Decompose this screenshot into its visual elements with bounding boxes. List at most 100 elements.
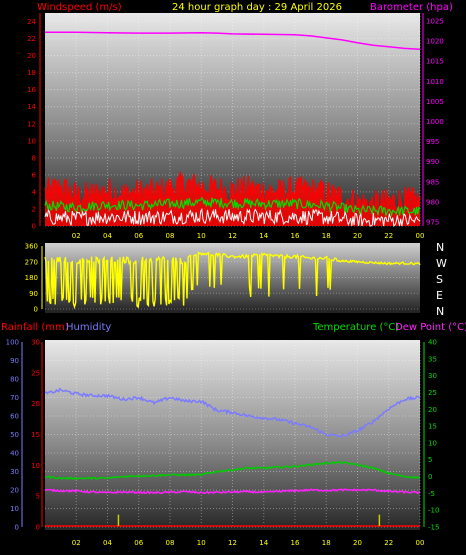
wind-line bbox=[44, 171, 421, 217]
direction-tick-label: 270 bbox=[25, 258, 38, 266]
humidity-tick-label: 30 bbox=[10, 468, 19, 476]
direction-tick-label: 360 bbox=[25, 243, 38, 251]
direction-tick-label: 180 bbox=[25, 274, 38, 282]
x-tick-label: 08 bbox=[166, 232, 175, 240]
wind-tick-label: 0 bbox=[32, 223, 36, 231]
compass-letter-4: E bbox=[436, 289, 443, 302]
compass-letter-1: N bbox=[436, 241, 444, 254]
x-tick-label: 22 bbox=[384, 232, 393, 240]
wind-tick-label: 2 bbox=[32, 205, 36, 213]
humidity-axis-title: Humidity bbox=[66, 322, 111, 333]
rainfall-tick-label: 20 bbox=[31, 400, 40, 408]
rainfall-tick-label: 10 bbox=[31, 462, 40, 470]
rainfall-tick-label: 15 bbox=[31, 431, 40, 439]
compass-letter-3: S bbox=[436, 273, 443, 286]
direction-tick-label: 90 bbox=[29, 290, 38, 298]
rainfall-axis-title: Rainfall (mm) bbox=[1, 322, 69, 333]
temperature-tick-label: 5 bbox=[428, 456, 432, 464]
humidity-tick-label: 40 bbox=[10, 450, 19, 458]
x-tick-label: 18 bbox=[322, 539, 331, 547]
rainfall-tick-label: 30 bbox=[31, 339, 40, 347]
baro-tick-label: 1020 bbox=[426, 38, 444, 46]
baro-tick-label: 1010 bbox=[426, 78, 444, 86]
wind-tick-label: 14 bbox=[27, 103, 36, 111]
humidity-tick-label: 20 bbox=[10, 487, 19, 495]
x-tick-label: 16 bbox=[291, 232, 300, 240]
direction-tick-label: 0 bbox=[34, 306, 38, 314]
baro-tick-label: 1005 bbox=[426, 98, 444, 106]
top-panel-series bbox=[44, 31, 421, 228]
humidity-tick-label: 90 bbox=[10, 357, 19, 365]
humidity-tick-label: 0 bbox=[15, 524, 19, 532]
x-tick-label: 04 bbox=[103, 232, 112, 240]
x-tick-label: 02 bbox=[72, 232, 81, 240]
wind-tick-label: 12 bbox=[27, 120, 36, 128]
x-tick-label: 06 bbox=[134, 232, 143, 240]
temperature-tick-label: 20 bbox=[428, 406, 437, 414]
humidity-tick-label: 10 bbox=[10, 505, 19, 513]
baro-tick-label: 975 bbox=[426, 218, 439, 226]
rainfall-tick-label: 25 bbox=[31, 369, 40, 377]
chart-title: 24 hour graph day : 29 April 2026 bbox=[172, 2, 342, 13]
temperature-tick-label: 30 bbox=[428, 372, 437, 380]
axis-tick-labels: 0246810121416182022249759809859909951000… bbox=[6, 18, 444, 547]
x-tick-label: 18 bbox=[322, 232, 331, 240]
bottom-panel-background bbox=[45, 340, 420, 530]
temperature-tick-label: -5 bbox=[428, 490, 435, 498]
x-tick-label: 14 bbox=[259, 232, 268, 240]
wind-tick-label: 22 bbox=[27, 35, 36, 43]
baro-tick-label: 1015 bbox=[426, 58, 444, 66]
x-tick-label: 02 bbox=[72, 539, 81, 547]
x-tick-label: 12 bbox=[228, 232, 237, 240]
compass-letter-5: N bbox=[436, 305, 444, 318]
temperature-tick-label: 0 bbox=[428, 473, 432, 481]
wind-tick-label: 6 bbox=[32, 171, 37, 179]
humidity-tick-label: 70 bbox=[10, 394, 19, 402]
gust-line bbox=[44, 196, 421, 218]
x-tick-label: 22 bbox=[384, 539, 393, 547]
wind-tick-label: 24 bbox=[27, 18, 36, 26]
baro-tick-label: 1025 bbox=[426, 18, 444, 26]
baro-tick-label: 980 bbox=[426, 198, 439, 206]
baro-tick-label: 995 bbox=[426, 138, 439, 146]
bottom-panel-series bbox=[44, 387, 421, 527]
humidity-tick-label: 50 bbox=[10, 431, 19, 439]
x-tick-label: 00 bbox=[416, 539, 425, 547]
baro-tick-label: 985 bbox=[426, 178, 439, 186]
temperature-tick-label: -15 bbox=[428, 524, 439, 532]
wind-tick-label: 4 bbox=[32, 188, 37, 196]
dewpoint-line bbox=[44, 488, 421, 495]
humidity-line bbox=[44, 387, 421, 438]
temperature-tick-label: 25 bbox=[428, 389, 437, 397]
x-tick-label: 16 bbox=[291, 539, 300, 547]
compass-letter-2: W bbox=[436, 257, 447, 270]
wind-tick-label: 18 bbox=[27, 69, 36, 77]
x-tick-label: 10 bbox=[197, 232, 206, 240]
x-tick-label: 12 bbox=[228, 539, 237, 547]
wind-tick-label: 16 bbox=[27, 86, 36, 94]
temperature-tick-label: 15 bbox=[428, 423, 437, 431]
x-tick-label: 14 bbox=[259, 539, 268, 547]
wind-tick-label: 20 bbox=[27, 52, 36, 60]
barometer-axis-title: Barometer (hpa) bbox=[370, 2, 453, 13]
rainfall-tick-label: 0 bbox=[36, 524, 40, 532]
humidity-tick-label: 100 bbox=[6, 339, 19, 347]
x-tick-label: 10 bbox=[197, 539, 206, 547]
barometer-line bbox=[45, 31, 421, 50]
wind-direction-line bbox=[44, 251, 421, 310]
wind-tick-label: 8 bbox=[32, 154, 36, 162]
direction-series bbox=[44, 251, 421, 310]
x-tick-label: 20 bbox=[353, 539, 362, 547]
wind-average-line bbox=[44, 207, 421, 228]
baro-tick-label: 1000 bbox=[426, 118, 444, 126]
rainfall-tick-label: 5 bbox=[36, 493, 40, 501]
x-tick-label: 04 bbox=[103, 539, 112, 547]
windspeed-axis-title: Windspeed (m/s) bbox=[37, 2, 122, 13]
x-tick-label: 20 bbox=[353, 232, 362, 240]
x-tick-label: 08 bbox=[166, 539, 175, 547]
wind-tick-label: 10 bbox=[27, 137, 36, 145]
x-tick-label: 06 bbox=[134, 539, 143, 547]
temperature-tick-label: 35 bbox=[428, 355, 437, 363]
temperature-tick-label: 40 bbox=[428, 339, 437, 347]
